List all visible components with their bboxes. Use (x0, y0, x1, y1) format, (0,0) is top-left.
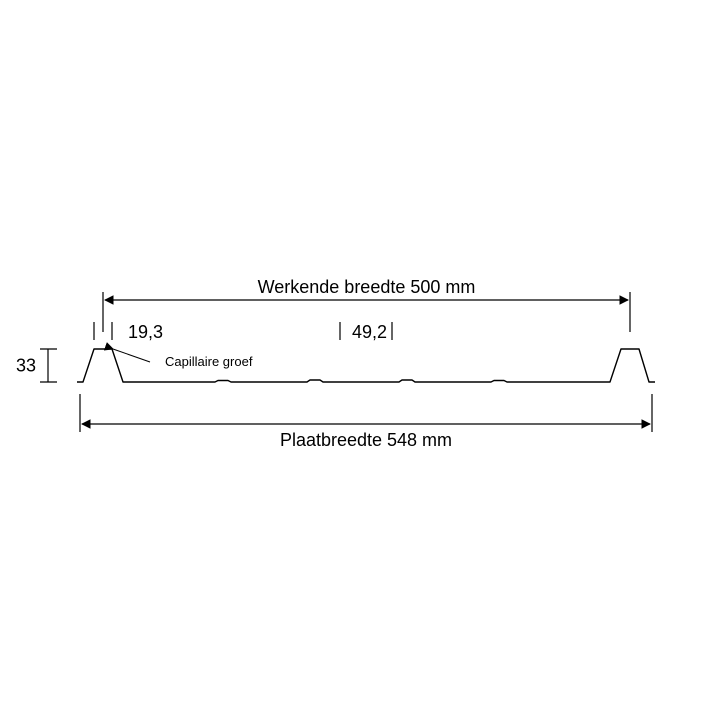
plate-width-label: Plaatbreedte 548 mm (280, 430, 452, 450)
height-dimension: 33 (16, 349, 57, 382)
center-gap-dimension: 49,2 (340, 322, 392, 342)
capillary-groove-leader: Capillaire groef (113, 349, 253, 369)
capillary-groove-label: Capillaire groef (165, 354, 253, 369)
rib-top-label: 19,3 (128, 322, 163, 342)
plate-width-dimension: Plaatbreedte 548 mm (80, 394, 652, 450)
rib-top-dimension: 19,3 (94, 322, 163, 342)
sheet-profile-outline (77, 349, 655, 382)
height-label: 33 (16, 356, 36, 376)
working-width-label: Werkende breedte 500 mm (258, 277, 476, 297)
center-gap-label: 49,2 (352, 322, 387, 342)
